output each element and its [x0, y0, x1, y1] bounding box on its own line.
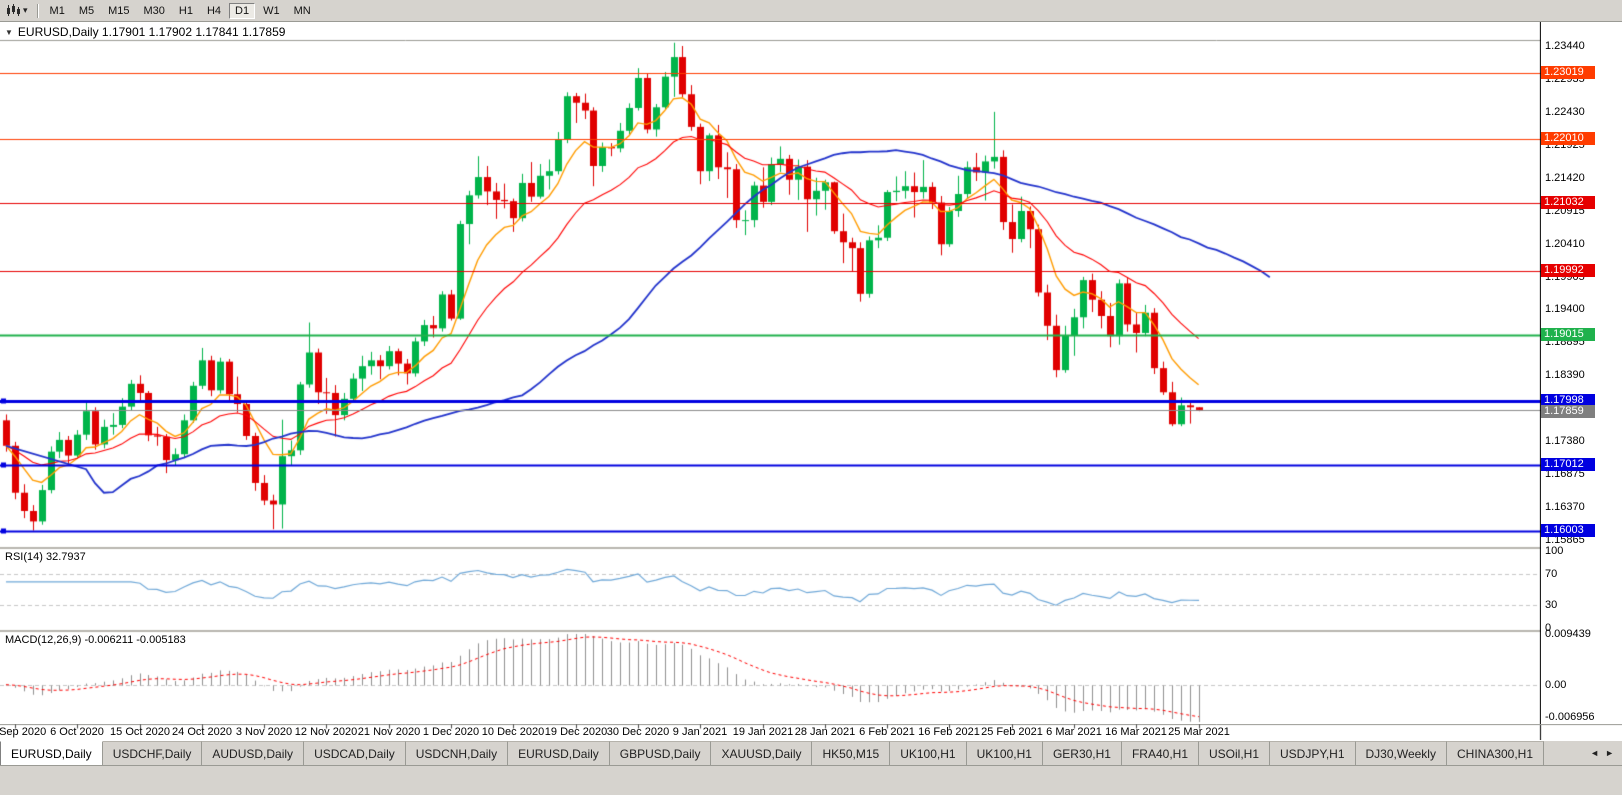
chart-tab-XAUUSD-Daily[interactable]: XAUUSD,Daily: [711, 741, 813, 765]
hline-price-label[interactable]: 1.16003: [1541, 524, 1595, 537]
price-scale[interactable]: 1.234401.229351.224301.219251.214201.209…: [1541, 22, 1622, 724]
date-axis-label: 3 Nov 2020: [235, 726, 293, 738]
chart-tab-USOil-H1[interactable]: USOil,H1: [1199, 741, 1271, 765]
hline-price-label[interactable]: 1.23019: [1541, 66, 1595, 80]
price-scale-label: 1.21420: [1545, 171, 1585, 184]
chart-tab-UK100-H1[interactable]: UK100,H1: [890, 741, 967, 765]
date-axis-label: 15 Oct 2020: [110, 726, 170, 738]
rsi-indicator-label: RSI(14) 32.7937: [5, 551, 86, 563]
hline-price-label[interactable]: 1.17012: [1541, 458, 1595, 472]
chart-tab-GBPUSD-Daily[interactable]: GBPUSD,Daily: [609, 741, 712, 765]
rsi-scale-label: 100: [1545, 545, 1564, 557]
hline-price-label[interactable]: 1.21032: [1541, 196, 1595, 210]
chart-tab-GER30-H1[interactable]: GER30,H1: [1042, 741, 1122, 765]
macd-scale-label: 0.00: [1545, 678, 1567, 691]
date-axis-label: 9 Jan 2021: [672, 726, 728, 738]
hline-price-label[interactable]: 1.17998: [1541, 393, 1595, 407]
price-scale-label: 1.15865: [1545, 534, 1585, 546]
current-price-label: 1.17859: [1541, 404, 1595, 418]
price-scale-label: 1.18390: [1545, 369, 1585, 382]
hline-price-label[interactable]: 1.19992: [1541, 263, 1595, 277]
date-axis-label: 25 Feb 2021: [981, 726, 1043, 738]
date-axis-label: 1 Dec 2020: [422, 726, 480, 738]
timeframe-button-M15[interactable]: M15: [108, 4, 130, 17]
tab-scroll-arrows: ◄ ►: [1582, 741, 1622, 765]
price-scale-label: 1.22430: [1545, 105, 1585, 118]
rsi-scale-label: 30: [1545, 598, 1558, 611]
hline-price-label[interactable]: 1.22010: [1541, 132, 1595, 146]
date-axis-label: 6 Feb 2021: [859, 726, 915, 738]
date-axis-label: 28 Jan 2021: [794, 726, 856, 738]
chart-title: ▼ EURUSD,Daily 1.17901 1.17902 1.17841 1…: [5, 25, 285, 39]
date-axis-label: 16 Feb 2021: [918, 726, 980, 738]
date-axis-label: 6 Oct 2020: [50, 726, 104, 738]
chart-tab-HK50-M15[interactable]: HK50,M15: [812, 741, 891, 765]
macd-indicator-label: MACD(12,26,9) -0.006211 -0.005183: [5, 634, 186, 646]
date-axis-label: 25 Mar 2021: [1168, 726, 1230, 738]
chart-tab-USDCNH-Daily[interactable]: USDCNH,Daily: [405, 741, 509, 765]
chart-tabs-bar: EURUSD,Daily USDCHF,Daily AUDUSD,Daily USDC…: [0, 740, 1622, 765]
timeframe-button-MN[interactable]: MN: [293, 4, 311, 17]
rsi-scale-label: 70: [1545, 568, 1558, 581]
timeframe-button-M5[interactable]: M5: [78, 4, 95, 17]
chart-window: ▼ EURUSD,Daily 1.17901 1.17902 1.17841 1…: [0, 22, 1622, 740]
date-axis-label: 19 Jan 2021: [732, 726, 794, 738]
chart-type-dropdown-icon[interactable]: ▾: [23, 5, 28, 15]
timeframe-button-H4[interactable]: H4: [206, 4, 222, 17]
rsi-scale-label: 0: [1545, 622, 1552, 634]
chart-tab-AUDUSD-Daily[interactable]: AUDUSD,Daily: [202, 741, 305, 765]
timeframe-button-D1[interactable]: D1: [229, 2, 256, 19]
macd-scale-label: -0.006956: [1545, 711, 1595, 723]
chart-tab-DJ30-Weekly[interactable]: DJ30,Weekly: [1355, 741, 1447, 765]
timeframe-button-M1[interactable]: M1: [49, 4, 65, 17]
chart-tab-USDCAD-Daily[interactable]: USDCAD,Daily: [304, 741, 406, 765]
toolbar-separator: [36, 3, 38, 18]
chart-collapse-icon[interactable]: ▼: [5, 27, 13, 37]
chart-tab-USDJPY-H1[interactable]: USDJPY,H1: [1270, 741, 1356, 765]
price-scale-label: 1.19400: [1545, 303, 1585, 316]
date-axis-label: 24 Oct 2020: [172, 726, 232, 738]
timeframe-button-H1[interactable]: H1: [178, 4, 193, 17]
date-axis-label: 26 Sep 2020: [0, 726, 47, 738]
tab-scroll-left-icon[interactable]: ◄: [1590, 748, 1600, 758]
chart-title-text: EURUSD,Daily 1.17901 1.17902 1.17841 1.1…: [17, 25, 286, 39]
date-axis-label: 10 Dec 2020: [481, 726, 545, 738]
macd-scale-label: 0.009439: [1545, 628, 1591, 640]
date-axis-label: 21 Nov 2020: [357, 726, 421, 738]
price-scale-label: 1.20410: [1545, 237, 1585, 250]
chart-tabs: EURUSD,Daily USDCHF,Daily AUDUSD,Daily USDC…: [0, 741, 1545, 765]
date-axis-label: 6 Mar 2021: [1046, 726, 1102, 738]
hline-price-label[interactable]: 1.19015: [1541, 327, 1595, 341]
chart-type-icon[interactable]: [4, 3, 22, 19]
price-scale-label: 1.17380: [1545, 435, 1585, 448]
chart-tab-EURUSD-Daily[interactable]: EURUSD,Daily: [508, 741, 610, 765]
price-scale-label: 1.16370: [1545, 501, 1585, 514]
date-axis-label: 30 Dec 2020: [606, 726, 670, 738]
date-axis-label: 19 Dec 2020: [544, 726, 608, 738]
price-scale-label: 1.23440: [1545, 40, 1585, 52]
status-bar: [0, 765, 1622, 795]
timeframe-buttons: M1 M5 M15 M30 H1 H4 D1 W1 MN: [44, 2, 317, 19]
chart-tab-CHINA300-H1[interactable]: CHINA300,H1: [1446, 741, 1545, 765]
timeframe-button-W1[interactable]: W1: [263, 4, 280, 17]
tab-scroll-right-icon[interactable]: ►: [1605, 748, 1614, 758]
date-axis-label: 16 Mar 2021: [1105, 726, 1167, 738]
chart-tab-USDCHF-Daily[interactable]: USDCHF,Daily: [102, 741, 203, 765]
chart-tab-EURUSD-Daily[interactable]: EURUSD,Daily: [0, 741, 103, 765]
chart-tab-FRA40-H1[interactable]: FRA40,H1: [1121, 741, 1199, 765]
toolbar: ▾ M1 M5 M15 M30 H1 H4 D1 W1 MN: [0, 0, 1622, 22]
date-axis-label: 12 Nov 2020: [294, 726, 358, 738]
price-chart-canvas[interactable]: [0, 22, 1622, 740]
timeframe-button-M30[interactable]: M30: [143, 4, 165, 17]
chart-tab-UK100-H1[interactable]: UK100,H1: [966, 741, 1043, 765]
